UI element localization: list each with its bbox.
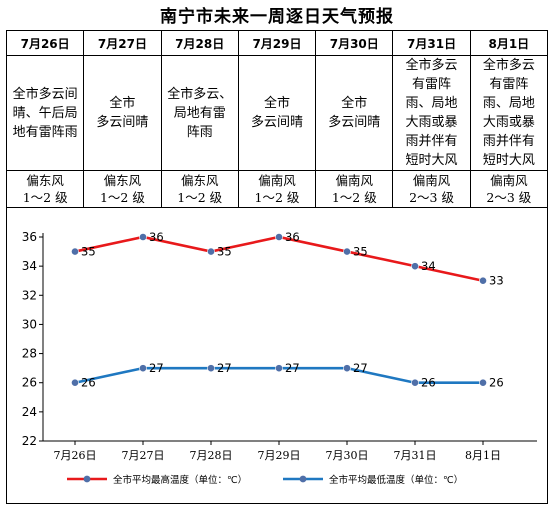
weather-cell-wrap: 全市多云 有雷阵 雨、局地 大雨或暴 雨并伴有 短时大风 <box>392 55 471 171</box>
date-cell: 7月28日 <box>160 30 239 56</box>
data-label: 27 <box>353 361 368 375</box>
wind-cell: 偏东风 1～2 级 <box>22 173 68 205</box>
y-tick-label: 24 <box>22 405 37 419</box>
wind-cell-wrap: 偏南风 1～2 级 <box>237 170 317 208</box>
legend-label: 全市平均最高温度（单位：℃） <box>113 474 247 486</box>
data-point <box>275 233 283 241</box>
y-tick-label: 22 <box>22 434 37 448</box>
forecast-table: 7月26日 7月27日 7月28日 7月29日 7月30日 7月31日 8月1日… <box>5 30 549 208</box>
data-point <box>479 378 487 387</box>
data-label: 27 <box>285 361 300 375</box>
data-point <box>343 364 351 373</box>
data-label: 26 <box>421 376 436 390</box>
wind-row: 偏东风 1～2 级 偏东风 1～2 级 偏东风 1～2 级 偏南风 1～2 级 … <box>5 170 549 208</box>
wind-cell-wrap: 偏南风 1～2 级 <box>315 170 394 208</box>
weather-cell: 全市 多云间晴 <box>96 96 149 130</box>
x-tick-label: 7月31日 <box>394 449 437 462</box>
weather-cell-wrap: 全市多云间 晴、午后局 地有雷阵雨 <box>5 55 85 171</box>
x-tick-label: 7月29日 <box>258 449 301 462</box>
data-label: 33 <box>489 274 504 288</box>
data-label: 35 <box>81 245 96 259</box>
data-label: 36 <box>285 230 300 244</box>
data-point <box>207 364 215 373</box>
wind-cell: 偏南风 1～2 级 <box>331 173 377 205</box>
date-cell: 7月29日 <box>237 30 317 56</box>
date-cell: 8月1日 <box>469 30 549 56</box>
data-label: 26 <box>489 376 504 390</box>
x-tick-label: 7月26日 <box>54 449 97 462</box>
date-row: 7月26日 7月27日 7月28日 7月29日 7月30日 7月31日 8月1日 <box>5 30 549 56</box>
date-cell: 7月26日 <box>5 30 85 56</box>
date-cell: 7月31日 <box>392 30 471 56</box>
wind-cell-wrap: 偏东风 1～2 级 <box>83 170 162 208</box>
data-point <box>479 276 487 285</box>
y-tick-label: 36 <box>22 230 37 244</box>
y-tick-label: 34 <box>22 259 37 273</box>
wind-cell: 偏东风 1～2 级 <box>99 173 145 205</box>
weather-cell: 全市多云、 局地有雷 阵雨 <box>167 86 233 140</box>
legend-label: 全市平均最低温度（单位：℃） <box>329 474 463 486</box>
weather-cell-wrap: 全市 多云间晴 <box>83 55 162 171</box>
data-point <box>411 262 419 271</box>
data-point <box>139 233 147 241</box>
data-label: 27 <box>149 361 164 375</box>
weather-cell-wrap: 全市 多云间晴 <box>237 55 317 171</box>
data-label: 26 <box>81 376 96 390</box>
x-tick-label: 8月1日 <box>465 449 501 462</box>
data-point <box>207 247 215 256</box>
legend-marker <box>83 475 91 483</box>
wind-cell: 偏南风 1～2 级 <box>254 173 300 205</box>
y-tick-label: 32 <box>22 288 37 302</box>
weather-cell: 全市多云 有雷阵 雨、局地 大雨或暴 雨并伴有 短时大风 <box>405 58 458 168</box>
data-point <box>71 247 79 256</box>
y-tick-label: 30 <box>22 317 37 331</box>
wind-cell: 偏东风 1～2 级 <box>177 173 223 205</box>
y-tick-label: 26 <box>22 376 37 390</box>
data-point <box>343 247 351 256</box>
data-point <box>275 364 283 373</box>
data-label: 34 <box>421 259 436 273</box>
x-tick-label: 7月30日 <box>326 449 369 462</box>
data-label: 35 <box>217 245 232 259</box>
x-tick-label: 7月28日 <box>190 449 233 462</box>
legend-marker <box>299 475 307 483</box>
date-cell: 7月30日 <box>315 30 394 56</box>
weather-cell: 全市多云间 晴、午后局 地有雷阵雨 <box>12 86 78 140</box>
weather-cell: 全市多云 有雷阵 雨、局地 大雨或暴 雨并伴有 短时大风 <box>482 58 535 168</box>
weather-cell: 全市 多云间晴 <box>328 96 381 130</box>
weather-cell-wrap: 全市多云 有雷阵 雨、局地 大雨或暴 雨并伴有 短时大风 <box>469 55 549 171</box>
temperature-chart: 22 24 26 28 30 32 34 36 7月26日 7月27日 7月28日 7月29日 7月30… <box>6 207 548 504</box>
weather-cell-wrap: 全市多云、 局地有雷 阵雨 <box>160 55 239 171</box>
page-title: 南宁市未来一周逐日天气预报 <box>160 7 394 27</box>
wind-cell-wrap: 偏南风 2～3 级 <box>392 170 471 208</box>
wind-cell-wrap: 偏东风 1～2 级 <box>160 170 239 208</box>
weather-row: 全市多云间 晴、午后局 地有雷阵雨 全市 多云间晴 全市多云、 局地有雷 阵雨 … <box>5 55 549 171</box>
data-label: 36 <box>149 230 164 244</box>
data-point <box>139 364 147 373</box>
temperature-chart-svg: 22 24 26 28 30 32 34 36 7月26日 7月27日 7月28日 7月29日 7月30… <box>22 230 537 486</box>
weather-cell-wrap: 全市 多云间晴 <box>315 55 394 171</box>
wind-cell-wrap: 偏东风 1～2 级 <box>5 170 85 208</box>
data-point <box>71 378 79 387</box>
data-label: 27 <box>217 361 232 375</box>
x-tick-label: 7月27日 <box>122 449 165 462</box>
data-label: 35 <box>353 245 368 259</box>
wind-cell: 偏南风 2～3 级 <box>409 173 454 205</box>
wind-cell-wrap: 偏南风 2～3 级 <box>469 170 549 208</box>
date-cell: 7月27日 <box>83 30 162 56</box>
wind-cell: 偏南风 2～3 级 <box>486 173 532 205</box>
data-point <box>411 378 419 387</box>
weather-cell: 全市 多云间晴 <box>250 96 303 130</box>
y-tick-label: 28 <box>22 347 37 361</box>
